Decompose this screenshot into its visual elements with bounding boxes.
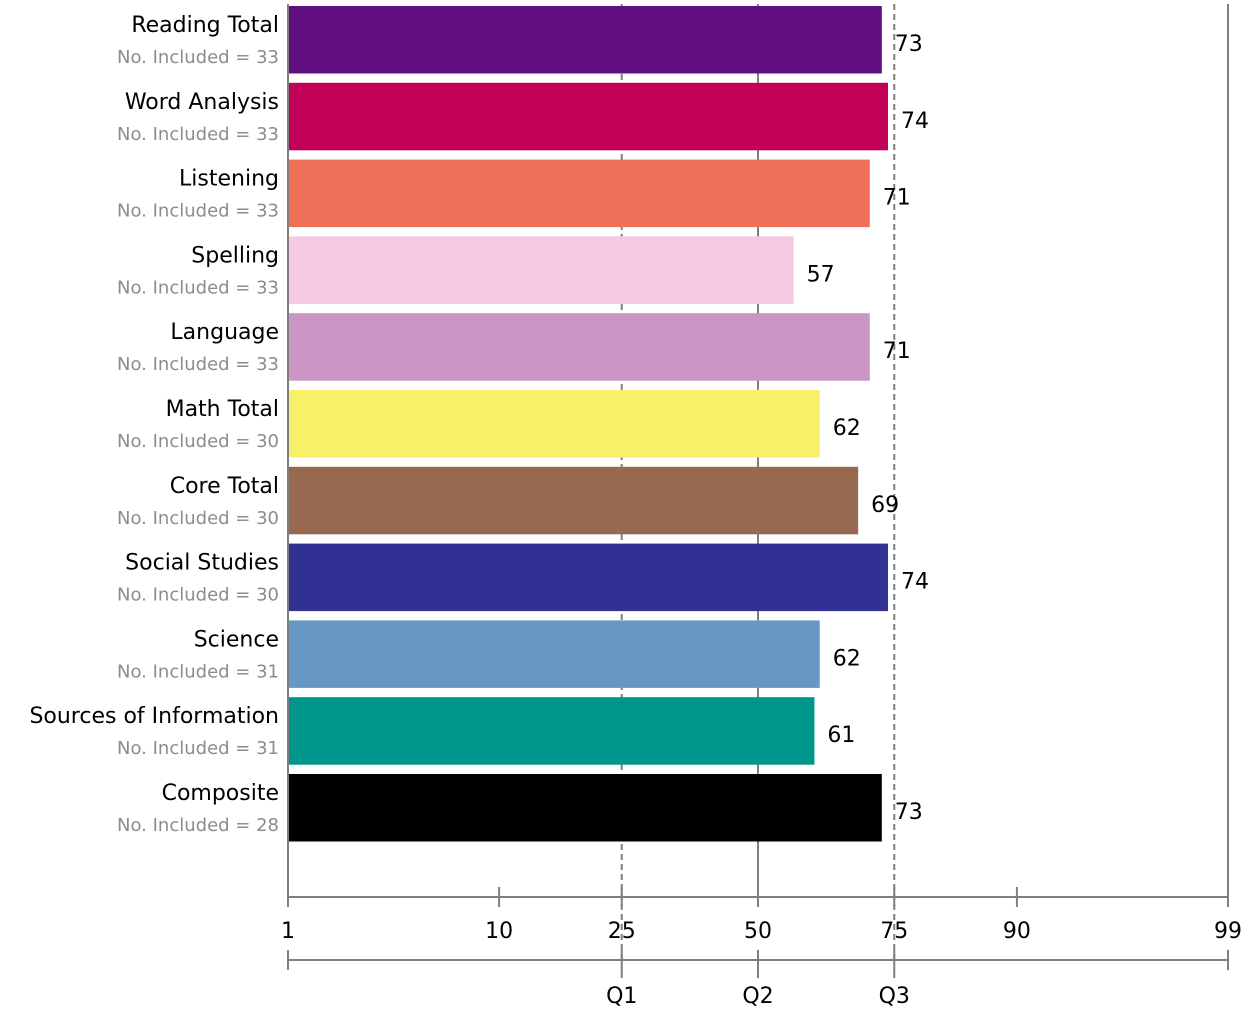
value-label: 62: [833, 416, 861, 441]
category-count: No. Included = 28: [117, 815, 279, 836]
bar: [289, 390, 820, 458]
category-name: Word Analysis: [125, 90, 279, 115]
bar: [289, 774, 882, 842]
bar: [289, 697, 815, 765]
value-label: 61: [827, 723, 855, 748]
category-name: Language: [170, 320, 279, 345]
x-tick-label: 75: [880, 919, 908, 944]
category-count: No. Included = 30: [117, 431, 279, 452]
x-tick-label: 90: [1003, 919, 1031, 944]
bar: [289, 159, 870, 228]
value-label: 74: [901, 109, 929, 134]
bar: [289, 466, 859, 535]
value-label: 62: [833, 646, 861, 671]
value-label: 74: [901, 570, 929, 595]
category-name: Composite: [162, 781, 279, 806]
quartile-label: Q2: [742, 984, 773, 1009]
x-axis: 1 10 25 50 75 90 99 Q1 Q2 Q3: [281, 887, 1242, 1009]
x-tick-label: 1: [281, 919, 295, 944]
category-count: No. Included = 33: [117, 201, 279, 222]
bar: [289, 313, 870, 381]
category-count: No. Included = 33: [117, 47, 279, 68]
category-name: Core Total: [170, 474, 279, 499]
quartile-label: Q1: [606, 984, 637, 1009]
value-labels: 73 74 71 57 71 62 69 74 62 61 73: [807, 32, 929, 825]
category-name: Reading Total: [131, 13, 279, 38]
x-tick-label: 25: [608, 919, 636, 944]
category-name: Spelling: [191, 243, 279, 268]
value-label: 69: [871, 493, 899, 518]
category-count: No. Included = 31: [117, 738, 279, 759]
category-count: No. Included = 31: [117, 661, 279, 682]
category-name: Social Studies: [125, 551, 279, 576]
category-name: Listening: [179, 167, 279, 192]
x-tick-label: 50: [744, 919, 772, 944]
x-tick-label: 99: [1214, 919, 1242, 944]
category-count: No. Included = 33: [117, 354, 279, 375]
category-count: No. Included = 30: [117, 508, 279, 529]
category-name: Science: [194, 627, 279, 652]
bar: [289, 543, 888, 612]
value-label: 73: [895, 800, 923, 825]
category-count: No. Included = 33: [117, 124, 279, 145]
category-name: Sources of Information: [29, 704, 279, 729]
bar: [289, 236, 794, 304]
quartile-label: Q3: [879, 984, 910, 1009]
x-tick-label: 10: [485, 919, 513, 944]
bar: [289, 620, 820, 688]
bars: [289, 6, 888, 842]
value-label: 57: [807, 262, 835, 287]
category-count: No. Included = 33: [117, 277, 279, 298]
category-labels: Reading Total No. Included = 33 Word Analy…: [29, 13, 279, 836]
value-label: 71: [883, 339, 911, 364]
category-count: No. Included = 30: [117, 585, 279, 606]
value-label: 73: [895, 32, 923, 57]
value-label: 71: [883, 186, 911, 211]
bar: [289, 82, 888, 151]
category-name: Math Total: [166, 397, 279, 422]
bar: [289, 6, 882, 74]
